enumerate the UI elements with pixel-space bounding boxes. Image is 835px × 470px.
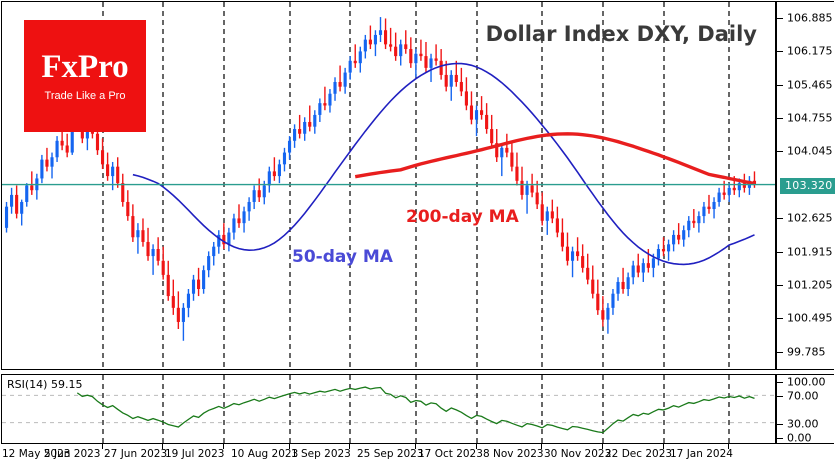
- rsi-axis: 100.00 70.00 30.00 0.00: [776, 374, 834, 445]
- price-axis-label: 100.495: [787, 311, 833, 325]
- rsi-axis-tick: [777, 382, 783, 383]
- price-axis-label: 101.915: [787, 245, 833, 259]
- date-axis-label: 8 Nov 2023: [483, 448, 544, 460]
- fxpro-logo: FxPro Trade Like a Pro: [24, 20, 146, 132]
- price-axis-tick: [777, 118, 783, 120]
- price-axis-tick: [777, 218, 783, 220]
- price-axis-label: 105.465: [787, 78, 833, 92]
- date-axis-label: 17 Oct 2023: [418, 448, 483, 460]
- last-price-badge: 103.320: [780, 177, 835, 194]
- rsi-chart-panel: RSI(14) 59.15: [1, 374, 776, 444]
- date-axis-label: 10 Aug 2023: [231, 448, 299, 460]
- date-axis-tick: [728, 444, 729, 449]
- rsi-series-svg: [2, 375, 775, 443]
- date-axis-tick: [541, 444, 542, 449]
- date-axis-tick: [349, 444, 350, 449]
- ma200-annotation: 200-day MA: [406, 207, 519, 227]
- price-axis-label: 106.885: [787, 11, 833, 25]
- logo-tagline: Trade Like a Pro: [44, 89, 126, 102]
- rsi-plot-area: [2, 375, 775, 443]
- date-axis-label: 5 Jun 2023: [44, 448, 101, 460]
- date-axis-label: 30 Nov 2023: [544, 448, 612, 460]
- date-axis-label: 19 Jul 2023: [165, 448, 225, 460]
- rsi-axis-tick: [777, 396, 783, 398]
- rsi-axis-tick: [777, 438, 783, 439]
- date-axis-tick: [602, 444, 603, 449]
- price-chart-panel: FxPro Trade Like a Pro Dollar Index DXY,…: [1, 1, 776, 370]
- price-axis-label: 102.625: [787, 211, 833, 225]
- price-axis: 106.885 106.175 105.465 104.755 104.045 103.3…: [776, 1, 835, 370]
- date-axis: 12 May 2023 5 Jun 2023 27 Jun 2023 19 Jul 2…: [1, 444, 776, 470]
- rsi-axis-label: 30.00: [787, 417, 819, 431]
- page-title: Dollar Index DXY, Daily: [485, 22, 757, 46]
- price-axis-tick: [777, 151, 783, 153]
- date-axis-tick: [663, 444, 664, 449]
- price-axis-label: 99.785: [787, 345, 826, 359]
- date-axis-tick: [223, 444, 224, 449]
- date-axis-label: 1 Sep 2023: [291, 448, 351, 460]
- date-axis-label: 22 Dec 2023: [605, 448, 673, 460]
- rsi-axis-label: 70.00: [787, 389, 819, 403]
- logo-wordmark: FxPro: [41, 48, 129, 85]
- date-axis-tick: [102, 444, 103, 449]
- price-axis-label: 104.045: [787, 144, 833, 158]
- price-axis-label: 104.755: [787, 111, 833, 125]
- rsi-indicator-label: RSI(14) 59.15: [7, 378, 83, 391]
- date-axis-tick: [476, 444, 477, 449]
- price-axis-tick: [777, 351, 783, 353]
- date-axis-label: 27 Jun 2023: [104, 448, 168, 460]
- price-axis-tick: [777, 318, 783, 320]
- price-axis-tick: [777, 251, 783, 253]
- price-axis-tick: [777, 84, 783, 86]
- rsi-axis-label: 100.00: [787, 375, 826, 389]
- price-axis-label: 101.205: [787, 278, 833, 292]
- price-axis-label: 106.175: [787, 44, 833, 58]
- price-axis-tick: [777, 285, 783, 287]
- date-axis-label: 25 Sep 2023: [357, 448, 424, 460]
- ma50-annotation: 50-day MA: [292, 247, 393, 267]
- date-axis-tick: [415, 444, 416, 449]
- price-axis-tick: [777, 51, 783, 53]
- rsi-axis-tick: [777, 423, 783, 425]
- date-axis-tick: [289, 444, 290, 449]
- date-axis-label: 17 Jan 2024: [670, 448, 733, 460]
- date-axis-tick: [162, 444, 163, 449]
- price-axis-tick: [777, 17, 783, 19]
- date-axis-label: 12 May 2023: [2, 448, 71, 460]
- rsi-axis-label: 0.00: [787, 431, 812, 445]
